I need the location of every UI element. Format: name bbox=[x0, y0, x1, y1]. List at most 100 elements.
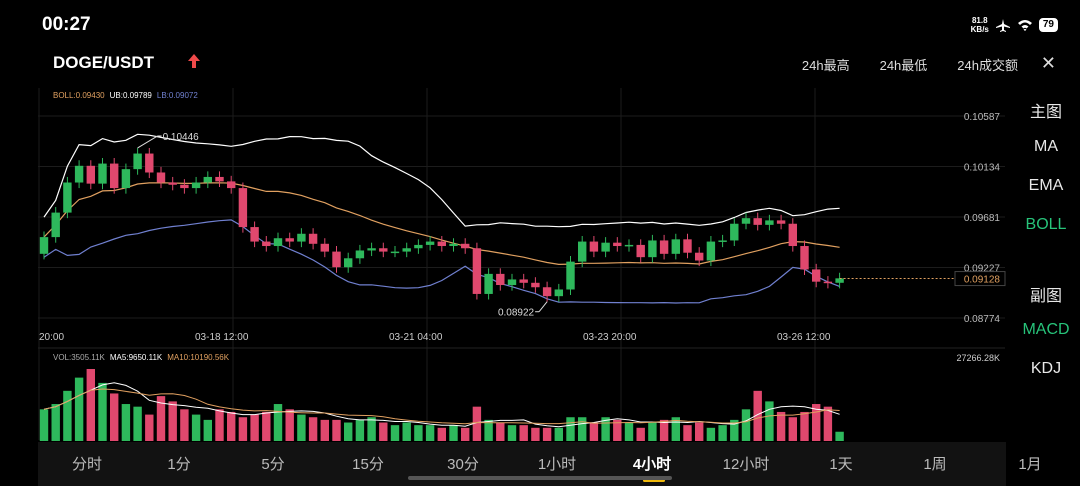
volume-bar bbox=[133, 406, 142, 441]
time-axis-label: 03-23 20:00 bbox=[583, 332, 637, 343]
home-indicator[interactable] bbox=[408, 476, 672, 480]
menu-ema[interactable]: EMA bbox=[1028, 177, 1064, 194]
price-axis-label: 0.09681 bbox=[964, 213, 1001, 224]
tf-1d[interactable]: 1天 bbox=[829, 456, 853, 473]
volume-bar bbox=[776, 411, 786, 441]
menu-main-chart[interactable]: 主图 bbox=[1029, 104, 1062, 121]
volume-bar bbox=[753, 390, 762, 441]
volume-bar bbox=[718, 425, 727, 441]
volume-ma10-line bbox=[43, 388, 840, 425]
candle-body bbox=[706, 241, 716, 261]
candle-body bbox=[566, 261, 575, 290]
candle-body bbox=[812, 269, 821, 282]
candle-body bbox=[753, 218, 762, 225]
volume-bar bbox=[636, 427, 645, 441]
volume-bar bbox=[542, 427, 552, 441]
volume-bar bbox=[507, 425, 517, 441]
candle-body bbox=[484, 273, 493, 294]
tf-5m[interactable]: 5分 bbox=[261, 456, 285, 473]
tf-4h[interactable]: 4小时 bbox=[632, 456, 672, 473]
candle-body bbox=[203, 176, 212, 183]
time-axis-label: 20:00 bbox=[39, 332, 64, 343]
close-icon[interactable]: ✕ bbox=[1040, 53, 1056, 73]
boll-legend: BOLL:0.09430 UB:0.09789 LB:0.09072 bbox=[53, 91, 198, 100]
candle-body bbox=[589, 241, 599, 252]
high-annotation-line bbox=[137, 135, 158, 149]
status-time: 00:27 bbox=[42, 14, 91, 35]
tf-30m[interactable]: 30分 bbox=[447, 456, 479, 473]
volume-bar bbox=[425, 425, 435, 441]
tf-1mo[interactable]: 1月 bbox=[1018, 456, 1042, 473]
volume-bar bbox=[765, 401, 774, 441]
volume-bar bbox=[414, 425, 423, 441]
candle-body bbox=[601, 242, 610, 252]
menu-kdj[interactable]: KDJ bbox=[1030, 360, 1062, 377]
volume-bar bbox=[461, 427, 470, 441]
volume-bar bbox=[262, 411, 271, 441]
volume-bar bbox=[671, 417, 680, 441]
candle-body bbox=[461, 243, 470, 249]
tf-1w[interactable]: 1周 bbox=[923, 456, 947, 473]
candle-body bbox=[659, 240, 669, 254]
stat-24h-high: 24h最高 bbox=[801, 58, 850, 73]
candle-body bbox=[402, 248, 411, 252]
volume-bar bbox=[554, 427, 563, 441]
volume-bar bbox=[496, 422, 505, 441]
menu-sub-chart[interactable]: 副图 bbox=[1029, 288, 1062, 305]
candle-body bbox=[367, 248, 376, 251]
volume-bar bbox=[683, 425, 692, 441]
volume-bar bbox=[566, 417, 575, 441]
volume-bar bbox=[180, 409, 189, 441]
candle-body bbox=[344, 258, 353, 268]
volume-bar bbox=[741, 409, 751, 441]
candle-body bbox=[718, 240, 727, 242]
tf-1m[interactable]: 1分 bbox=[167, 456, 191, 473]
candle-body bbox=[425, 241, 435, 245]
menu-macd[interactable]: MACD bbox=[1022, 321, 1070, 338]
candle-body bbox=[133, 153, 142, 170]
net-speed-value: 81.8 bbox=[971, 16, 988, 25]
candle-body bbox=[262, 241, 271, 247]
candle-body bbox=[472, 248, 482, 294]
current-price-tag bbox=[954, 271, 1006, 287]
tf-12h[interactable]: 12小时 bbox=[722, 456, 770, 473]
tf-15m[interactable]: 15分 bbox=[352, 456, 384, 473]
boll-ub-value: UB:0.09789 bbox=[109, 91, 152, 100]
volume-bar bbox=[449, 425, 458, 441]
candle-body bbox=[437, 241, 446, 247]
tf-1h[interactable]: 1小时 bbox=[537, 456, 577, 473]
candle-body bbox=[542, 287, 552, 297]
volume-bar bbox=[273, 404, 283, 441]
vol-value: VOL:3505.11K bbox=[53, 353, 105, 362]
candle-body bbox=[273, 238, 283, 247]
low-annotation-label: 0.08922 bbox=[498, 308, 535, 319]
volume-bar bbox=[238, 417, 248, 441]
volume-bar bbox=[203, 419, 212, 441]
menu-boll[interactable]: BOLL bbox=[1025, 216, 1067, 233]
menu-ma[interactable]: MA bbox=[1034, 138, 1058, 155]
candle-body bbox=[191, 182, 201, 189]
low-annotation-line bbox=[538, 301, 548, 313]
candle-body bbox=[39, 237, 49, 254]
current-price-label: 0.09128 bbox=[964, 275, 1001, 286]
volume-bar bbox=[812, 404, 821, 441]
tf-timeline[interactable]: 分时 bbox=[71, 456, 103, 473]
net-speed-unit: KB/s bbox=[970, 25, 989, 34]
volume-bar bbox=[601, 417, 610, 441]
time-axis-label: 03-21 04:00 bbox=[389, 332, 443, 343]
high-annotation-label: 0.10446 bbox=[163, 132, 200, 143]
airplane-icon bbox=[995, 19, 1010, 32]
volume-bar bbox=[227, 411, 236, 441]
candle-body bbox=[227, 181, 236, 189]
candle-body bbox=[320, 243, 329, 252]
time-axis-label: 03-26 12:00 bbox=[777, 332, 831, 343]
volume-bar bbox=[659, 419, 669, 441]
volume-bar bbox=[250, 414, 259, 441]
volume-bar bbox=[484, 419, 493, 441]
volume-bar bbox=[51, 404, 60, 441]
candle-body bbox=[648, 240, 657, 258]
trading-pair-title[interactable]: DOGE/USDT bbox=[53, 53, 155, 72]
candle-body bbox=[671, 239, 680, 254]
candle-body bbox=[835, 278, 844, 283]
